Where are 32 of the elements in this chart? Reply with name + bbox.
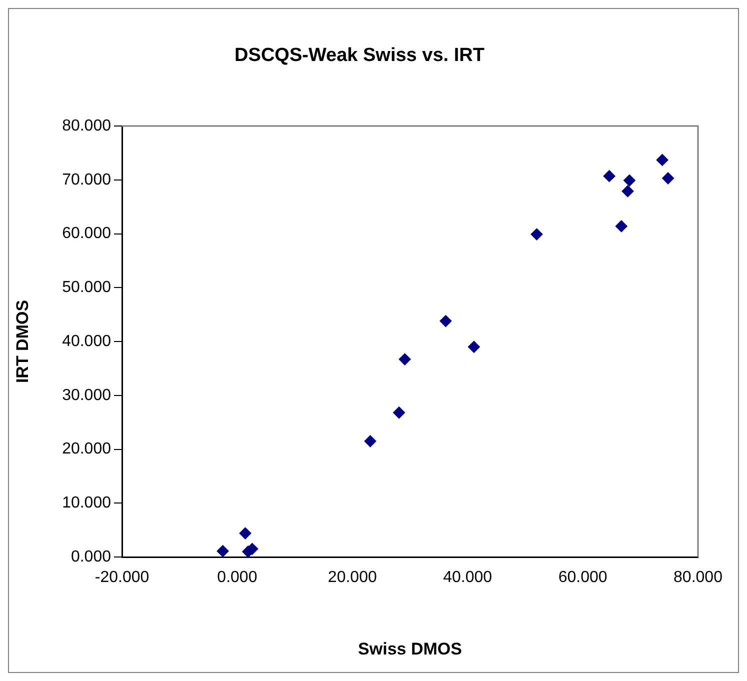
chart-title: DSCQS-Weak Swiss vs. IRT bbox=[234, 45, 486, 67]
y-tick-label: 70.000 bbox=[62, 171, 112, 188]
y-tick-label: 10.000 bbox=[62, 494, 112, 512]
point bbox=[364, 435, 376, 448]
point bbox=[656, 154, 668, 166]
x-tick-label: 0.000 bbox=[217, 569, 258, 586]
y-tick-label: 40.000 bbox=[62, 332, 112, 350]
point bbox=[662, 172, 674, 184]
x-tick-label: 40.000 bbox=[443, 569, 492, 586]
x-tick-label: 60.000 bbox=[558, 569, 608, 586]
x-tick-label: 80.000 bbox=[674, 569, 723, 586]
point bbox=[393, 406, 406, 419]
y-tick-label: 50.000 bbox=[62, 279, 112, 296]
y-tick-label: 20.000 bbox=[62, 440, 112, 458]
x-axis-title: Swiss DMOS bbox=[358, 639, 462, 658]
x-tick-label: 20.000 bbox=[328, 569, 377, 586]
y-tick-label: 30.000 bbox=[62, 386, 112, 404]
point bbox=[530, 228, 543, 240]
y-tick-label: 0.000 bbox=[70, 548, 112, 566]
point bbox=[398, 353, 411, 366]
y-tick-label: 60.000 bbox=[62, 225, 112, 242]
x-tick-label: -20.000 bbox=[94, 569, 150, 586]
point bbox=[468, 340, 480, 353]
y-axis-title: IRT DMOS bbox=[12, 300, 32, 384]
point bbox=[623, 174, 636, 186]
point bbox=[615, 220, 628, 232]
point bbox=[440, 315, 452, 328]
point bbox=[622, 185, 634, 198]
point bbox=[216, 545, 229, 557]
y-tick-label: 80.000 bbox=[62, 117, 112, 134]
point bbox=[239, 527, 252, 540]
point bbox=[603, 170, 616, 182]
